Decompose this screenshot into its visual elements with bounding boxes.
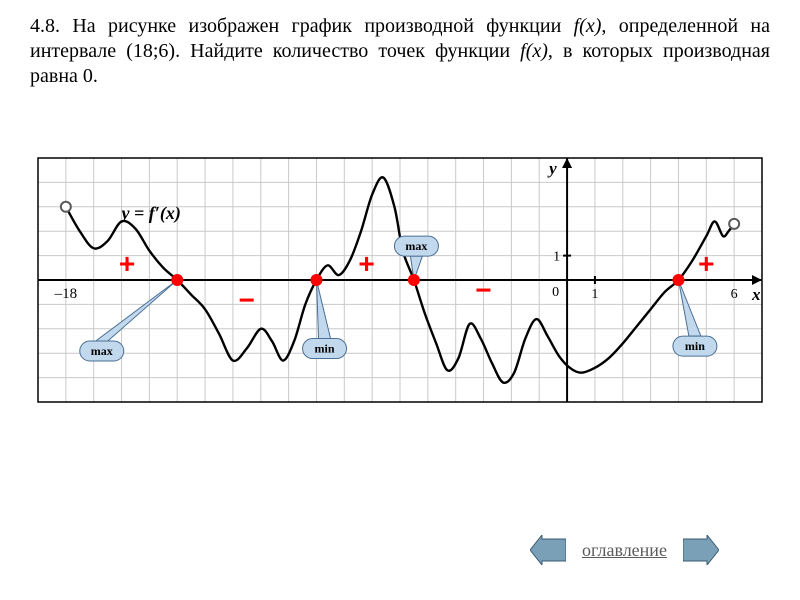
prev-arrow-icon[interactable] <box>530 535 566 565</box>
svg-text:y: y <box>547 159 557 178</box>
next-arrow-icon[interactable] <box>683 535 719 565</box>
svg-text:−: − <box>239 284 255 315</box>
svg-text:+: + <box>698 248 714 279</box>
svg-text:+: + <box>358 248 374 279</box>
svg-text:–18: –18 <box>54 286 78 302</box>
chart-svg: –18 0 1 6x 1 y y = f′(x) max min max min + − + − + <box>30 150 770 410</box>
svg-text:y = f′(x): y = f′(x) <box>120 203 181 224</box>
svg-text:+: + <box>119 248 135 279</box>
bottom-nav: оглавление <box>530 535 719 565</box>
problem-part1: На рисунке изображен график производной … <box>72 15 573 37</box>
svg-text:min: min <box>315 342 335 356</box>
svg-text:max: max <box>405 239 427 253</box>
problem-text: 4.8. На рисунке изображен график произво… <box>30 14 770 89</box>
svg-text:max: max <box>91 344 113 358</box>
svg-text:0: 0 <box>552 285 559 300</box>
problem-fx2: f(x) <box>520 40 548 62</box>
svg-text:6: 6 <box>731 287 738 302</box>
problem-fx1: f(x) <box>574 15 602 37</box>
svg-text:x: x <box>751 285 761 304</box>
svg-text:min: min <box>685 339 705 353</box>
svg-text:−: − <box>475 275 491 306</box>
problem-number: 4.8. <box>30 15 60 37</box>
derivative-chart: –18 0 1 6x 1 y y = f′(x) max min max min + − + − + <box>30 150 770 410</box>
svg-text:1: 1 <box>591 287 598 302</box>
toc-link[interactable]: оглавление <box>576 538 673 563</box>
svg-text:1: 1 <box>553 250 560 265</box>
